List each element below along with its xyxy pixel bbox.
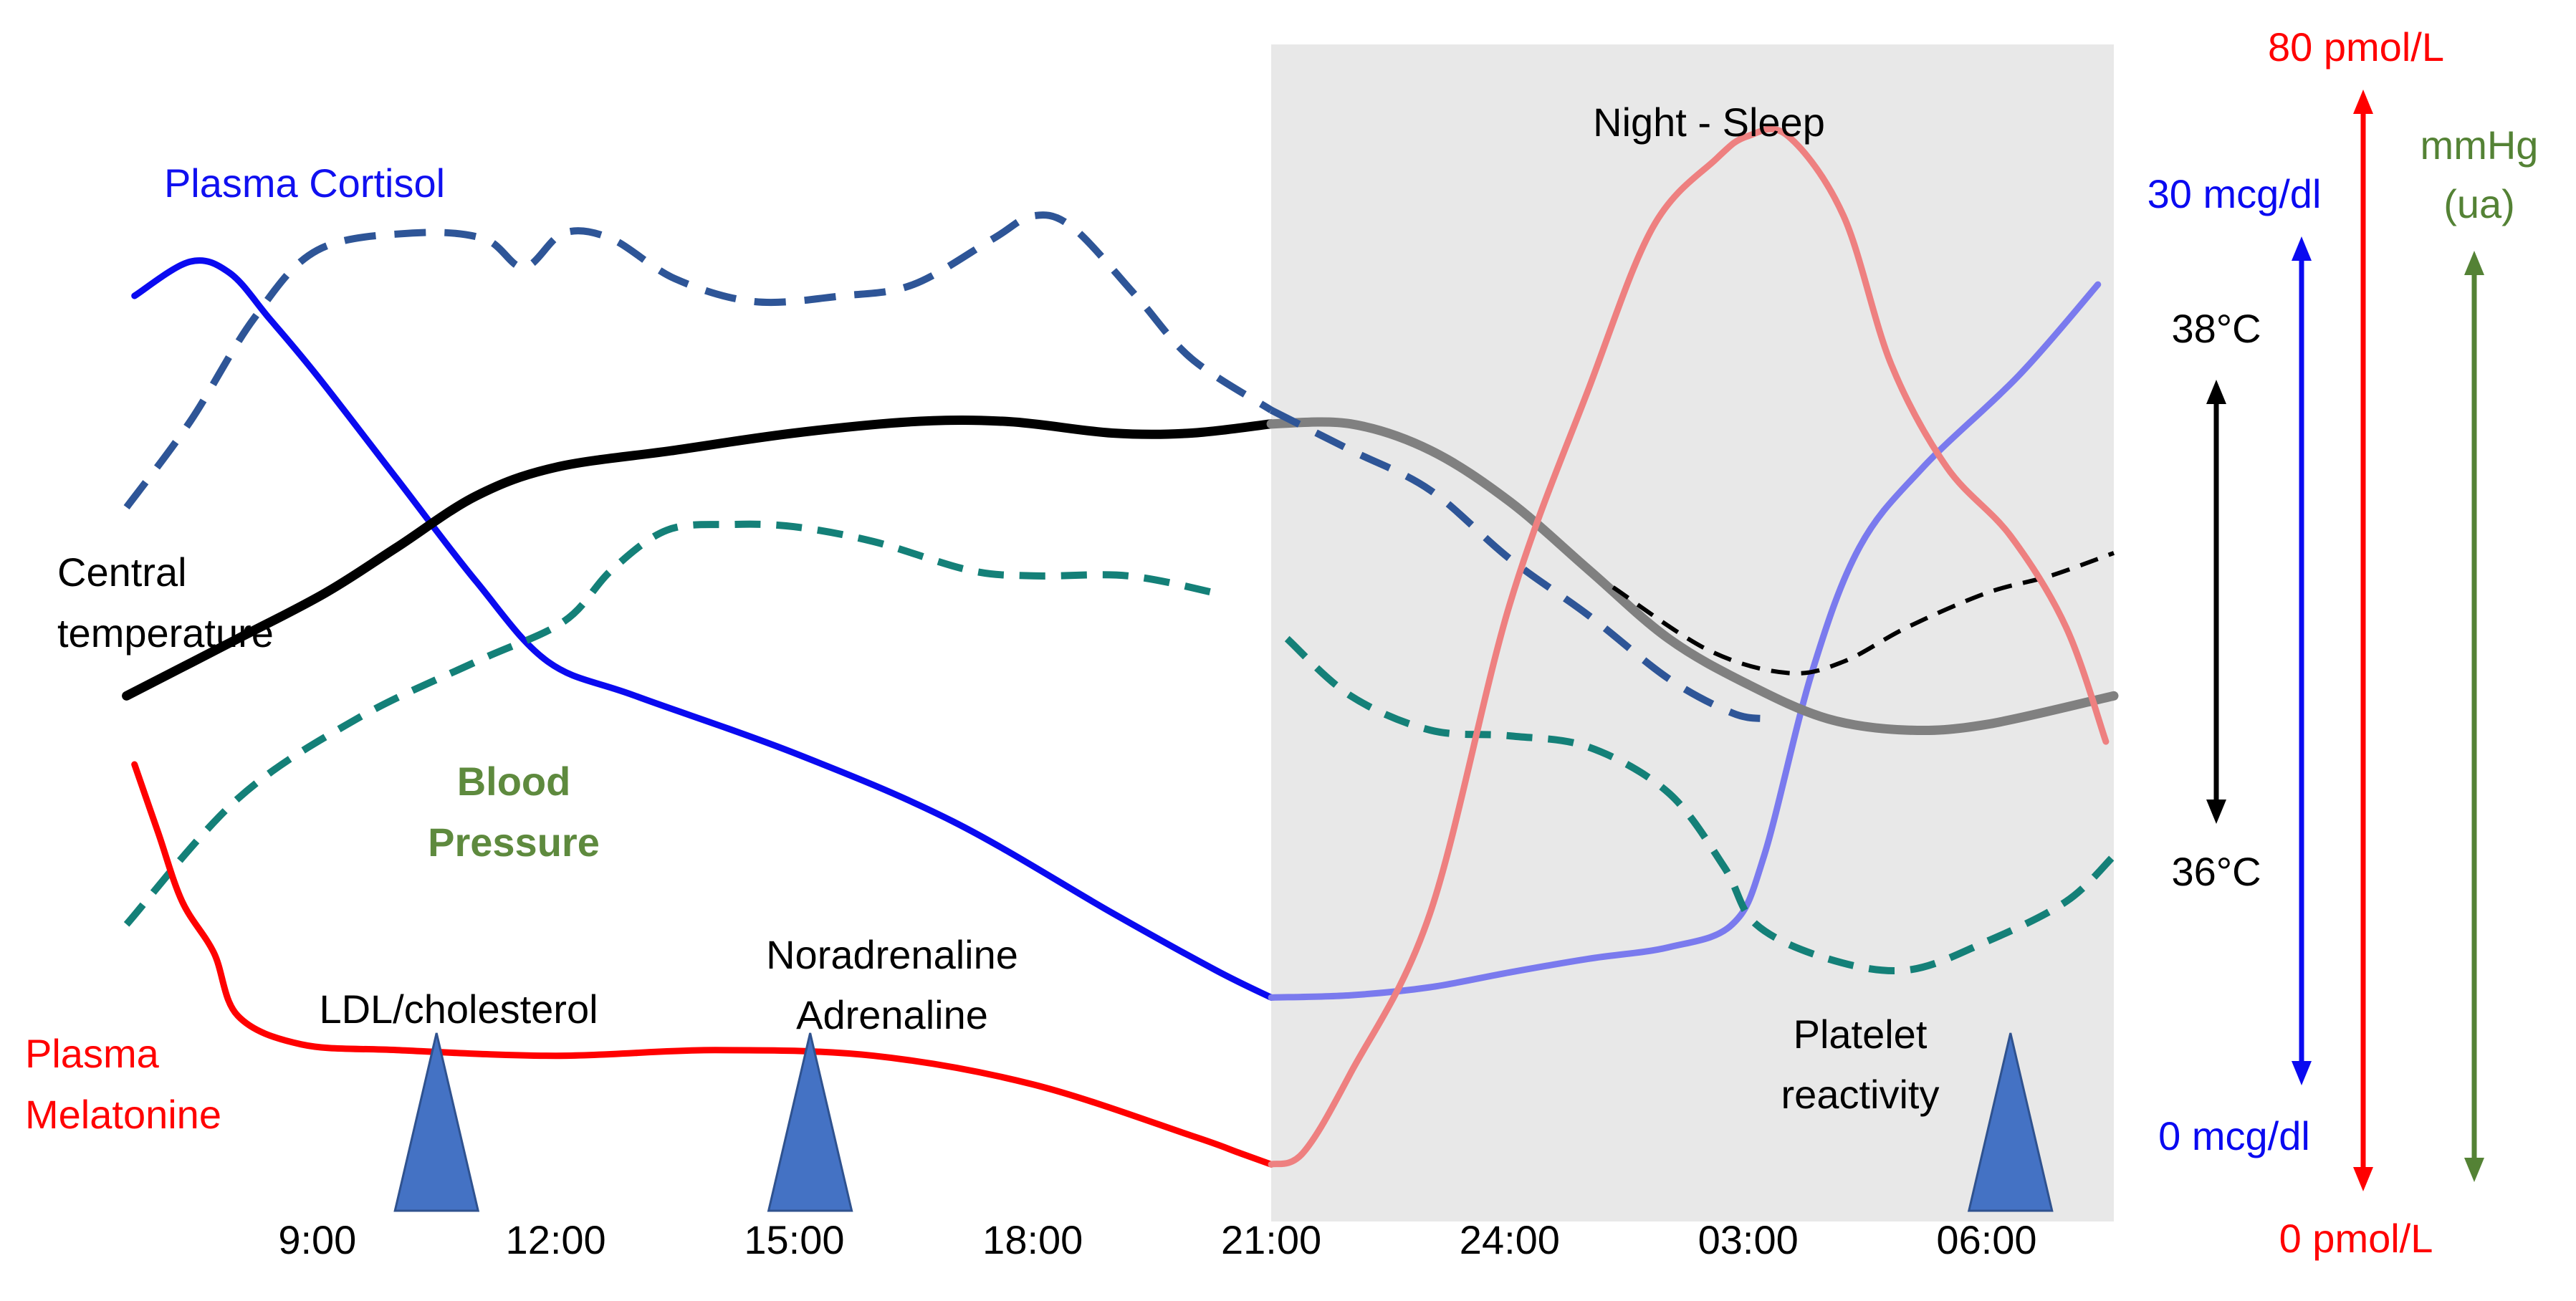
series-label: Plasma Cortisol (164, 160, 445, 206)
scale-top-label: mmHg (2421, 123, 2539, 168)
x-tick-label: 18:00 (982, 1217, 1083, 1262)
x-tick-label: 21:00 (1221, 1217, 1321, 1262)
scale-temperature: 38°C 36°C (2171, 306, 2261, 894)
series-line-night (1284, 635, 2117, 975)
x-tick-label: 15:00 (744, 1217, 844, 1262)
arrow-down-icon (2464, 1158, 2484, 1182)
series-line-night (1266, 417, 2119, 736)
series-label: temperature (57, 610, 274, 656)
arrow-down-icon (2292, 1061, 2312, 1085)
arrow-down-icon (2353, 1167, 2373, 1191)
series-line-day (122, 415, 1276, 701)
series-1 (122, 415, 2119, 736)
scale-cortisol: 30 mcg/dl 0 mcg/dl (2148, 171, 2322, 1158)
marker-triangle (767, 1032, 853, 1212)
arrow-up-icon (2353, 90, 2373, 114)
series-label: Central (57, 549, 187, 595)
night-band (1271, 44, 2114, 1221)
arrow-up-icon (2292, 236, 2312, 261)
marker-label: Adrenaline (796, 992, 988, 1037)
scale-top-label: 38°C (2171, 306, 2261, 351)
night-band-label: Night - Sleep (1593, 100, 1825, 145)
series-line-day (131, 761, 1275, 1168)
scale-bottom-label: 36°C (2171, 849, 2261, 894)
marker-triangle (1967, 1032, 2054, 1212)
marker-label: Platelet (1794, 1012, 1928, 1057)
series-layer (122, 125, 2119, 1168)
x-tick-label: 03:00 (1698, 1217, 1799, 1262)
scale-melatonine: 80 pmol/L 0 pmol/L (2268, 24, 2444, 1261)
label-layer: Night - Sleep Plasma Cortisol Central temp… (25, 100, 1825, 1137)
series-4 (123, 520, 2117, 975)
marker-label: reactivity (1781, 1072, 1940, 1117)
series-line-day (131, 257, 1275, 1001)
marker-label: LDL/cholesterol (319, 986, 598, 1032)
scale-top-label: 30 mcg/dl (2148, 171, 2322, 216)
series-line-night (1269, 407, 1765, 723)
series-label: Pressure (428, 820, 600, 865)
scale-blood-pressure: mmHg (ua) (2421, 123, 2539, 1182)
arrow-up-icon (2464, 251, 2484, 275)
scale-bars: 38°C 36°C 30 mcg/dl 0 mcg/dl 80 pmol/L 0 pmol… (2148, 24, 2539, 1261)
scale-bottom-label: 0 pmol/L (2279, 1216, 2433, 1261)
scale-top-label: (ua) (2443, 181, 2515, 226)
marker-label: Noradrenaline (766, 932, 1018, 977)
series-label: Plasma (25, 1031, 160, 1076)
series-line-night (1268, 125, 2110, 1168)
scale-top-label: 80 pmol/L (2268, 24, 2444, 69)
x-tick-label: 12:00 (506, 1217, 606, 1262)
series-label: Blood (457, 759, 571, 804)
series-3 (123, 211, 1765, 723)
series-label: Melatonine (25, 1092, 221, 1137)
x-tick-label: 9:00 (278, 1217, 356, 1262)
arrow-down-icon (2206, 800, 2226, 824)
series-line-day (123, 211, 1273, 510)
series-line-day (123, 520, 1217, 927)
arrow-up-icon (2206, 380, 2226, 404)
x-tick-label: 24:00 (1460, 1217, 1560, 1262)
x-tick-label: 06:00 (1936, 1217, 2036, 1262)
series-5 (131, 125, 2110, 1168)
marker-layer: LDL/cholesterol Noradrenaline Adrenaline Pl… (319, 932, 2054, 1212)
marker-triangle (393, 1032, 480, 1212)
scale-bottom-label: 0 mcg/dl (2158, 1113, 2310, 1158)
x-axis-ticks: 9:00 12:00 15:00 18:00 21:00 24:00 03:00 06:00 (278, 1217, 2036, 1262)
